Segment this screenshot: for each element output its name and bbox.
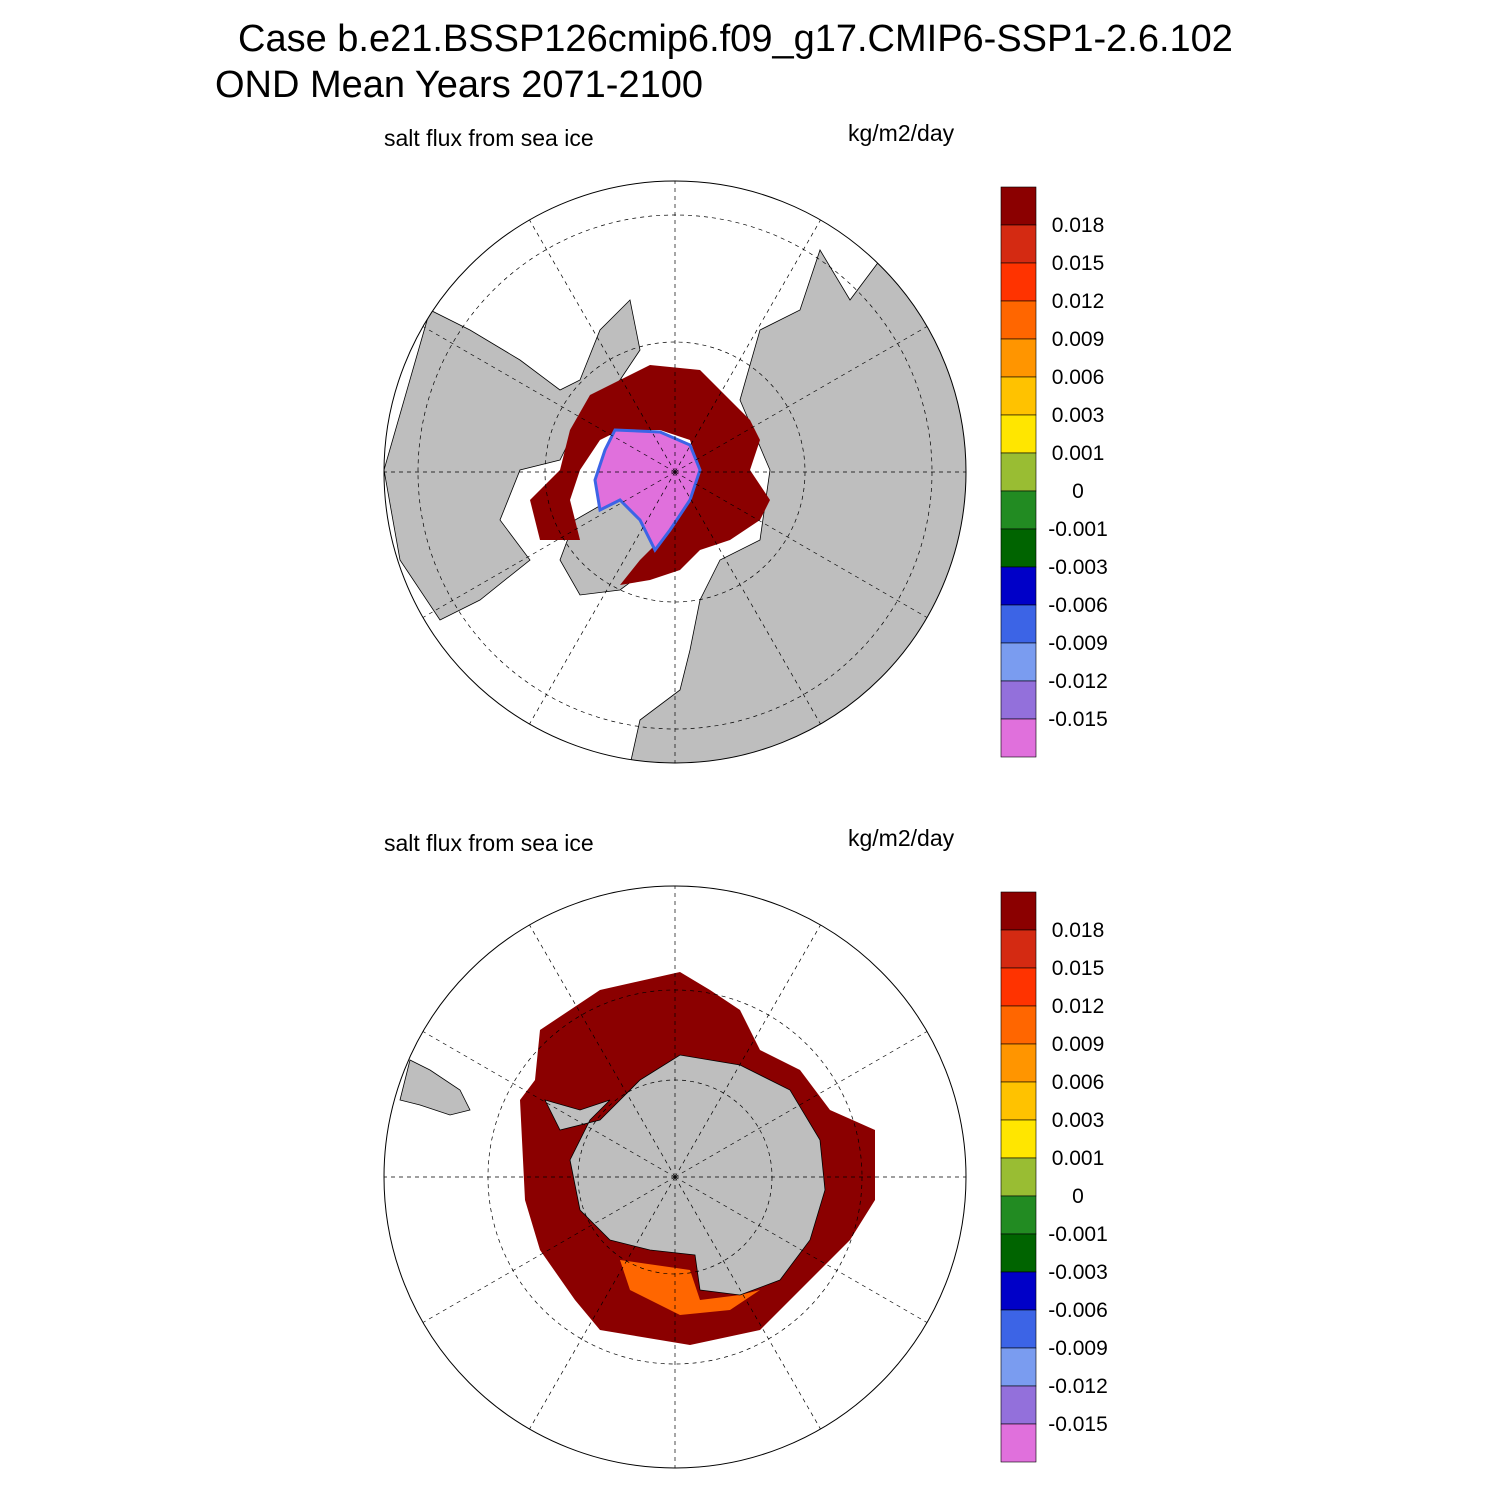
colorbar-tick-label: -0.009 (1048, 632, 1108, 655)
meridian-line (674, 1176, 821, 1430)
colorbar-box (1000, 376, 1037, 416)
meridian-line (674, 1176, 928, 1323)
colorbar-box (1000, 262, 1037, 302)
colorbar-tick-label: 0.018 (1052, 919, 1105, 942)
colorbar-box (1000, 1043, 1037, 1083)
colorbar-box (1000, 528, 1037, 568)
north-panel-units: kg/m2/day (848, 120, 955, 146)
north-polar-map (384, 181, 966, 763)
meridian-line (529, 219, 676, 473)
colorbar-box (1000, 1005, 1037, 1045)
colorbar-box (1000, 490, 1037, 530)
meridian-line (422, 326, 676, 473)
colorbar-box (1000, 1233, 1037, 1273)
meridian-line (422, 1031, 676, 1178)
south-edge-zone (620, 1260, 760, 1315)
colorbar-box (1000, 1309, 1037, 1349)
north-panel-variable: salt flux from sea ice (384, 125, 594, 151)
colorbar-tick-label: 0.015 (1052, 957, 1105, 980)
colorbar-tick-label: -0.015 (1048, 1413, 1108, 1436)
colorbar-tick-label: -0.003 (1048, 556, 1108, 579)
figure-title-line1: Case b.e21.BSSP126cmip6.f09_g17.CMIP6-SS… (238, 18, 1233, 60)
meridian-line (674, 326, 928, 473)
meridian-line (529, 1176, 676, 1430)
south-land-south-america (399, 1059, 471, 1116)
colorbar-box (1000, 680, 1037, 720)
colorbar-tick-label: 0.001 (1052, 442, 1105, 465)
colorbar-tick-label: 0.012 (1052, 995, 1105, 1018)
colorbar-tick-label: -0.012 (1048, 1375, 1108, 1398)
colorbar-tick-label: 0.009 (1052, 1033, 1105, 1056)
north-colorbar: 0.018 0.015 0.012 0.009 0.006 0.003 0.001 0 -0.0… (1000, 186, 1108, 758)
colorbar-tick-label: 0.009 (1052, 328, 1105, 351)
colorbar-box (1000, 604, 1037, 644)
colorbar-tick-label: -0.009 (1048, 1337, 1108, 1360)
south-panel-variable: salt flux from sea ice (384, 830, 594, 856)
colorbar-tick-label: -0.012 (1048, 670, 1108, 693)
colorbar-box (1000, 1081, 1037, 1121)
colorbar-tick-label: 0.006 (1052, 366, 1105, 389)
colorbar-tick-label: 0.018 (1052, 214, 1105, 237)
north-negative-zone (593, 428, 702, 553)
colorbar-box (1000, 1423, 1037, 1463)
north-map-border (383, 180, 967, 764)
colorbar-box (1000, 414, 1037, 454)
colorbar-box (1000, 1119, 1037, 1159)
colorbar-box (1000, 224, 1037, 264)
south-colorbar: 0.018 0.015 0.012 0.009 0.006 0.003 0.001 0 -0.0… (1000, 891, 1108, 1463)
colorbar-box (1000, 1157, 1037, 1197)
colorbar-tick-label: 0.001 (1052, 1147, 1105, 1170)
colorbar-box (1000, 1195, 1037, 1235)
meridian-line (529, 924, 676, 1178)
colorbar-tick-label: 0.003 (1052, 1109, 1105, 1132)
meridian-line (674, 924, 821, 1178)
colorbar-tick-label: 0 (1072, 1185, 1084, 1208)
colorbar-box (1000, 452, 1037, 492)
colorbar-tick-label: 0.015 (1052, 252, 1105, 275)
colorbar-tick-label: -0.001 (1048, 1223, 1108, 1246)
colorbar-tick-label: -0.015 (1048, 708, 1108, 731)
colorbar-box (1000, 1347, 1037, 1387)
colorbar-box (1000, 642, 1037, 682)
south-polar-map (384, 886, 966, 1468)
colorbar-box (1000, 186, 1037, 226)
south-panel-units: kg/m2/day (848, 825, 955, 851)
colorbar-tick-label: -0.006 (1048, 1299, 1108, 1322)
colorbar-tick-label: -0.006 (1048, 594, 1108, 617)
meridian-line (674, 471, 928, 618)
meridian-line (422, 1176, 676, 1323)
colorbar-box (1000, 967, 1037, 1007)
colorbar-tick-label: 0.003 (1052, 404, 1105, 427)
colorbar-box (1000, 1385, 1037, 1425)
colorbar-tick-label: -0.003 (1048, 1261, 1108, 1284)
meridian-line (422, 471, 676, 618)
colorbar-box (1000, 718, 1037, 758)
figure-title-line2: OND Mean Years 2071-2100 (215, 64, 703, 106)
colorbar-tick-label: 0 (1072, 480, 1084, 503)
colorbar-box (1000, 338, 1037, 378)
colorbar-tick-label: 0.006 (1052, 1071, 1105, 1094)
meridian-line (529, 471, 676, 725)
colorbar-box (1000, 1271, 1037, 1311)
south-land-antarctica (544, 1054, 826, 1296)
north-ice-zone (530, 365, 770, 585)
colorbar-tick-label: 0.012 (1052, 290, 1105, 313)
meridian-line (674, 1031, 928, 1178)
colorbar-box (1000, 300, 1037, 340)
south-map-border (383, 885, 967, 1469)
colorbar-box (1000, 566, 1037, 606)
colorbar-box (1000, 929, 1037, 969)
meridian-line (674, 471, 821, 725)
colorbar-box (1000, 891, 1037, 931)
meridian-line (674, 219, 821, 473)
colorbar-tick-label: -0.001 (1048, 518, 1108, 541)
